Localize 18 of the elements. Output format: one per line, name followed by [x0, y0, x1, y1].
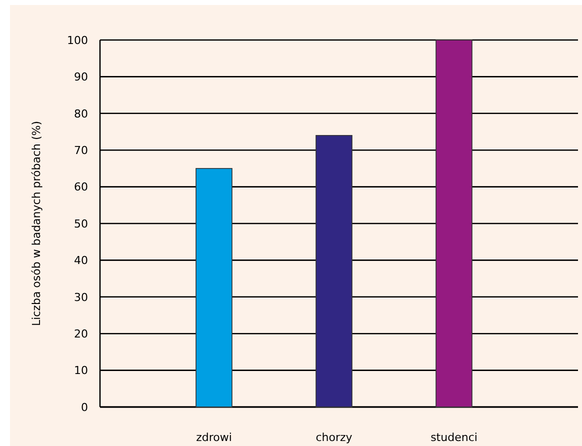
y-tick-label: 100 [67, 34, 88, 47]
y-tick-label: 20 [74, 327, 88, 340]
x-tick-label: chorzy [316, 431, 353, 444]
bar [196, 168, 232, 408]
bar [436, 40, 472, 408]
bar [316, 135, 352, 408]
y-tick-label: 60 [74, 180, 88, 194]
y-tick-label: 90 [74, 70, 88, 84]
y-axis-title: Liczba osób w badanych próbach (%) [30, 120, 43, 326]
y-tick-label: 40 [74, 254, 88, 268]
y-tick-label: 30 [74, 290, 88, 304]
y-tick-label: 70 [74, 144, 88, 157]
y-tick-label: 0 [81, 400, 88, 414]
y-tick-label: 50 [74, 217, 88, 230]
x-tick-label: zdrowi [196, 431, 232, 444]
y-tick-label: 10 [74, 364, 88, 378]
y-tick-label: 80 [74, 107, 88, 120]
x-tick-label: studenci [430, 431, 478, 444]
